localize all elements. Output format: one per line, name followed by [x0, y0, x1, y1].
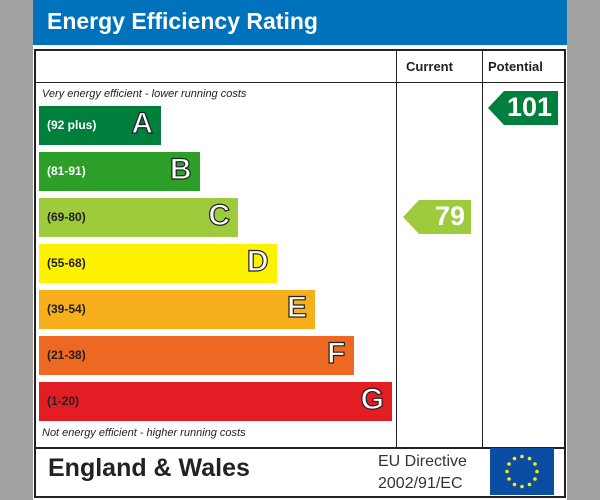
band-range: (92 plus): [47, 118, 97, 132]
band-letter: A: [131, 106, 154, 140]
band-range: (1-20): [47, 394, 80, 408]
column-divider: [396, 51, 397, 447]
column-divider: [482, 51, 483, 447]
flag-star: [505, 469, 509, 474]
band-bar-f: (21-38) F: [39, 336, 354, 375]
band-letter: B: [169, 152, 192, 186]
band-bar-e: (39-54) E: [39, 290, 315, 329]
top-note: Very energy efficient - lower running co…: [42, 88, 247, 100]
rating-table: Current Potential Very energy efficient …: [34, 49, 566, 498]
directive-line1: EU Directive: [378, 453, 467, 470]
band-letter: E: [286, 290, 307, 324]
band-range: (81-91): [47, 164, 86, 178]
band-range: (21-38): [47, 348, 86, 362]
band-bar-b: (81-91) B: [39, 152, 200, 191]
band-letter: G: [360, 382, 385, 416]
directive-line2: 2002/91/EC: [378, 475, 463, 492]
bottom-note: Not energy efficient - higher running co…: [42, 427, 246, 439]
band-letter: F: [327, 336, 347, 370]
band-bar-g: (1-20) G: [39, 382, 392, 421]
band-bar-d: (55-68) D: [39, 244, 277, 283]
flag-star: [527, 482, 532, 487]
flag-star: [520, 484, 524, 489]
region-label: England & Wales: [48, 454, 250, 482]
flag-star: [507, 462, 511, 466]
band-letter: D: [246, 244, 269, 278]
flag-star: [512, 456, 517, 461]
flag-star: [520, 454, 524, 459]
potential-rating-arrow: 101: [488, 91, 558, 125]
flag-star: [527, 456, 532, 461]
header-divider: [36, 82, 564, 83]
column-current: Current: [406, 59, 453, 74]
band-bar-c: (69-80) C: [39, 198, 238, 237]
flag-star: [507, 477, 511, 481]
footer-divider: [36, 447, 564, 449]
flag-star: [535, 469, 539, 474]
flag-star: [533, 462, 537, 466]
column-potential: Potential: [488, 59, 543, 74]
band-range: (55-68): [47, 256, 86, 270]
flag-star: [533, 477, 537, 481]
band-letter: C: [208, 198, 231, 232]
chart-title: Energy Efficiency Rating: [33, 0, 567, 45]
epc-panel: Energy Efficiency Rating Current Potenti…: [33, 0, 567, 500]
eu-flag-icon: [490, 448, 554, 495]
current-rating-arrow: 79: [403, 200, 471, 234]
flag-star: [512, 482, 517, 487]
band-range: (69-80): [47, 210, 86, 224]
band-range: (39-54): [47, 302, 86, 316]
band-bar-a: (92 plus) A: [39, 106, 161, 145]
